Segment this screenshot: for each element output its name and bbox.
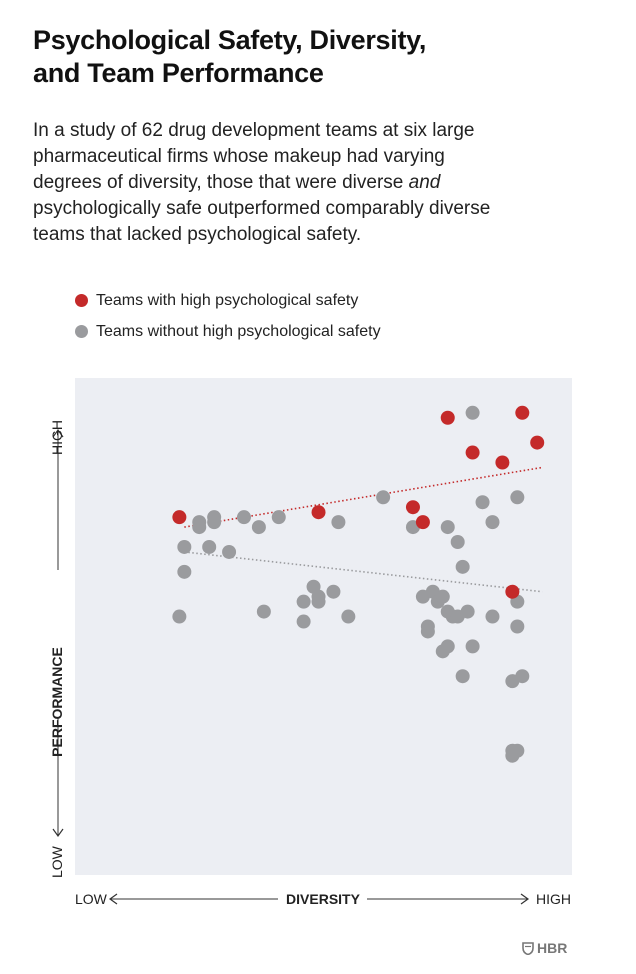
x-tick-high: HIGH bbox=[536, 891, 571, 907]
data-point-without-4 bbox=[192, 520, 207, 535]
legend-label-without: Teams without high psychological safety bbox=[96, 322, 381, 340]
subtitle-emphasis: and bbox=[408, 172, 441, 193]
data-point-high-1 bbox=[311, 505, 326, 520]
x-axis-label: DIVERSITY bbox=[286, 891, 361, 907]
data-point-without-32 bbox=[440, 639, 455, 654]
data-point-without-9 bbox=[236, 510, 251, 525]
data-point-without-0 bbox=[177, 539, 192, 554]
legend-label-high: Teams with high psychological safety bbox=[96, 291, 359, 309]
subtitle-line-2: pharmaceutical firms whose makeup had va… bbox=[33, 146, 445, 167]
y-tick-low: LOW bbox=[49, 845, 65, 878]
data-point-without-47 bbox=[510, 490, 525, 505]
data-point-without-1 bbox=[177, 564, 192, 579]
subtitle-line-4: psychologically safe outperformed compar… bbox=[33, 198, 491, 219]
title-line-2: and Team Performance bbox=[33, 58, 324, 88]
data-point-without-12 bbox=[271, 510, 286, 525]
data-point-without-10 bbox=[251, 520, 266, 535]
data-point-without-36 bbox=[455, 559, 470, 574]
y-axis-arrow-down-icon bbox=[52, 828, 64, 838]
hbr-shield-icon bbox=[522, 941, 534, 955]
legend-swatch-without bbox=[75, 325, 88, 338]
data-point-high-9 bbox=[505, 584, 520, 599]
data-point-high-8 bbox=[530, 435, 545, 450]
data-point-without-39 bbox=[465, 639, 480, 654]
subtitle-line-3-text: degrees of diversity, those that were di… bbox=[33, 172, 409, 193]
subtitle-line-3: degrees of diversity, those that were di… bbox=[33, 170, 608, 196]
subtitle-line-1: In a study of 62 drug development teams … bbox=[33, 120, 475, 141]
data-point-high-6 bbox=[495, 455, 510, 470]
x-tick-low: LOW bbox=[75, 891, 108, 907]
chart-subtitle: In a study of 62 drug development teams … bbox=[33, 118, 608, 248]
data-point-without-41 bbox=[475, 495, 490, 510]
data-point-without-38 bbox=[460, 604, 475, 619]
data-point-high-2 bbox=[405, 500, 420, 515]
title-line-1: Psychological Safety, Diversity, bbox=[33, 25, 427, 55]
data-point-without-14 bbox=[296, 614, 311, 629]
data-point-without-28 bbox=[435, 589, 450, 604]
chart-title: Psychological Safety, Diversity, and Tea… bbox=[33, 24, 613, 90]
subtitle-line-5: teams that lacked psychological safety. bbox=[33, 224, 362, 245]
legend-item-without: Teams without high psychological safety bbox=[75, 316, 381, 347]
data-point-without-49 bbox=[510, 619, 525, 634]
data-point-without-7 bbox=[207, 515, 222, 530]
legend-swatch-high bbox=[75, 294, 88, 307]
data-point-without-42 bbox=[485, 515, 500, 530]
data-point-without-18 bbox=[326, 584, 341, 599]
x-axis-arrow-right-icon bbox=[520, 893, 530, 905]
data-point-without-43 bbox=[485, 609, 500, 624]
data-point-without-11 bbox=[256, 604, 271, 619]
y-axis-arrow-up-icon bbox=[52, 428, 64, 438]
plot-area bbox=[75, 378, 572, 875]
data-point-without-2 bbox=[172, 609, 187, 624]
data-point-without-5 bbox=[202, 539, 217, 554]
chart-legend: Teams with high psychological safety Tea… bbox=[75, 285, 381, 347]
data-point-without-51 bbox=[515, 669, 530, 684]
data-point-without-20 bbox=[341, 609, 356, 624]
data-point-without-13 bbox=[296, 594, 311, 609]
data-point-without-37 bbox=[455, 669, 470, 684]
data-point-high-3 bbox=[415, 515, 430, 530]
data-point-without-34 bbox=[450, 535, 465, 550]
y-axis-label: PERFORMANCE bbox=[49, 647, 65, 757]
data-point-without-30 bbox=[440, 520, 455, 535]
data-point-without-8 bbox=[222, 544, 237, 559]
legend-item-high: Teams with high psychological safety bbox=[75, 285, 381, 316]
data-point-high-0 bbox=[172, 510, 187, 525]
x-axis-arrow-left-icon bbox=[108, 893, 118, 905]
data-point-without-25 bbox=[420, 624, 435, 639]
data-point-high-4 bbox=[440, 410, 455, 425]
data-point-high-5 bbox=[465, 445, 480, 460]
data-point-high-7 bbox=[515, 405, 530, 420]
y-axis: LOW PERFORMANCE HIGH bbox=[49, 420, 65, 878]
x-axis: LOW DIVERSITY HIGH bbox=[75, 891, 571, 907]
data-point-without-19 bbox=[331, 515, 346, 530]
hbr-logo-text: HBR bbox=[537, 940, 568, 956]
data-point-without-50 bbox=[510, 743, 525, 758]
hbr-logo: HBR bbox=[522, 940, 567, 956]
trend-line-without bbox=[184, 551, 543, 593]
y-tick-high: HIGH bbox=[49, 420, 65, 455]
data-point-without-40 bbox=[465, 405, 480, 420]
data-points bbox=[172, 405, 545, 763]
data-point-without-21 bbox=[376, 490, 391, 505]
data-point-without-17 bbox=[311, 594, 326, 609]
